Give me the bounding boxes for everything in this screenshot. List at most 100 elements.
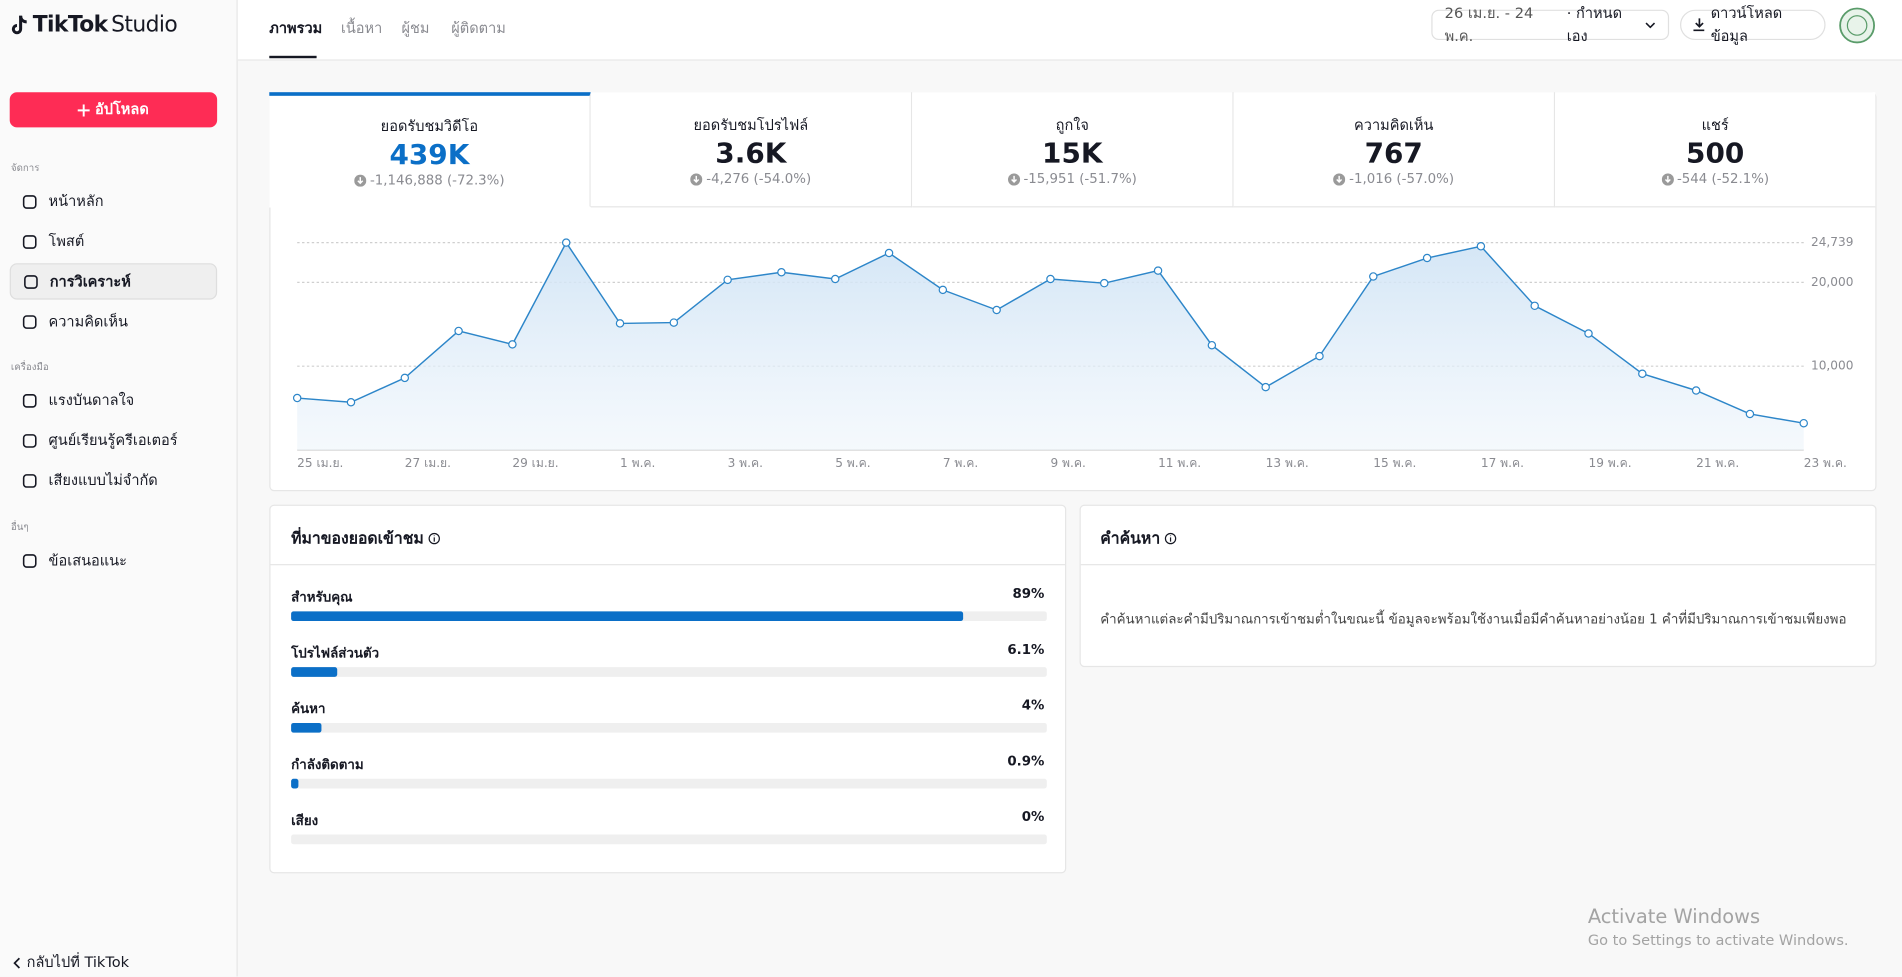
tab[interactable]: ผู้ติดตาม (451, 19, 506, 37)
nav-label: ศูนย์เรียนรู้ครีเอเตอร์ (48, 431, 178, 449)
bar (291, 778, 298, 789)
x-tick-label: 27 เม.ย. (405, 456, 451, 470)
logo-icon (11, 15, 27, 34)
nav-icon (22, 433, 37, 448)
icon-shape (22, 234, 37, 249)
x-tick-label: 9 พ.ค. (1050, 456, 1085, 470)
bar (291, 667, 338, 677)
icon-shape (357, 176, 364, 184)
metric-value: 500 (1686, 138, 1745, 170)
y-tick-label: 24,739 (1811, 235, 1853, 249)
source-value: 89% (1012, 585, 1045, 602)
nav-item[interactable]: โพสต์ (10, 223, 217, 259)
change-text: -15,951 (-51.7%) (1023, 171, 1137, 187)
metric-change: -4,276 (-54.0%) (591, 171, 911, 187)
point (777, 268, 786, 277)
point (1315, 351, 1324, 361)
down-icon (1333, 172, 1346, 185)
nav-item[interactable]: การวิเคราะห์ (9, 263, 218, 300)
tab[interactable]: ภาพรวม (269, 19, 323, 37)
x-tick-label: 5 พ.ค. (835, 456, 870, 470)
point (400, 373, 410, 383)
nav-item[interactable]: หน้าหลัก (10, 183, 217, 219)
point (938, 285, 948, 295)
point (508, 340, 517, 349)
point (830, 274, 840, 284)
metric-tab[interactable]: ยอดรับชมวิดีโอ 439K -1,146,888 (-72.3%) (269, 92, 591, 208)
point (1638, 369, 1647, 378)
traffic-card: ที่มาของยอดเข้าชม สำหรับคุณ 89% โปรไฟล์ส่ว… (269, 504, 1067, 874)
back-label: กลับไปที่ TikTok (26, 953, 130, 971)
sidebar: TikTok Studio อัปโหลด จัดการหน้าหลักโพสต์… (0, 0, 238, 977)
metric-label: ยอดรับชมวิดีโอ (380, 117, 479, 135)
tab[interactable]: ผู้ชม (401, 19, 430, 37)
metric-value: 15K (1042, 138, 1103, 170)
y-tick-label: 10,000 (1811, 359, 1853, 373)
download-icon (1693, 18, 1705, 32)
metric-tab[interactable]: ถูกใจ 15K -15,951 (-51.7%) (912, 92, 1234, 208)
metric-label: ถูกใจ (1055, 116, 1089, 134)
search-card: คำค้นหา คำค้นหาแต่ละคำมีปริมาณการเข้าชมต… (1079, 504, 1877, 668)
nav-item[interactable]: เสียงแบบไม่จำกัด (10, 462, 217, 498)
point (292, 393, 302, 403)
area (297, 242, 1804, 451)
metric-change: -1,146,888 (-72.3%) (269, 172, 589, 188)
logo[interactable]: TikTok Studio (10, 12, 178, 38)
watermark-title: Activate Windows (1587, 904, 1761, 928)
nav-icon (22, 194, 37, 209)
point (1422, 253, 1432, 263)
section-title: จัดการ (10, 162, 40, 174)
metric-label: ความคิดเห็น (1354, 116, 1434, 134)
bar-track (291, 834, 1047, 845)
traffic-title: ที่มาของยอดเข้าชม (291, 530, 424, 549)
nav-item[interactable]: ศูนย์เรียนรู้ครีเอเตอร์ (10, 422, 217, 458)
plus-icon (78, 103, 91, 116)
upload-button[interactable]: อัปโหลด (9, 92, 218, 128)
brand: TikTok (32, 12, 108, 38)
down-icon (1661, 172, 1674, 185)
icon-shape (22, 393, 37, 408)
divider (270, 564, 1066, 566)
metric-tab[interactable]: ยอดรับชมโปรไฟล์ 3.6K -4,276 (-54.0%) (590, 92, 913, 208)
point (1745, 409, 1755, 419)
date-range: 26 เม.ย. - 24 พ.ค. (1444, 4, 1534, 45)
point (1207, 340, 1217, 350)
metric-tab[interactable]: แชร์ 500 -544 (-52.1%) (1555, 92, 1876, 208)
x-tick-label: 23 พ.ค. (1804, 456, 1847, 470)
point (1153, 266, 1163, 275)
section-title: อื่นๆ (10, 521, 29, 533)
search-message: คำค้นหาแต่ละคำมีปริมาณการเข้าชมต่ำในขณะน… (1100, 611, 1847, 628)
info-icon[interactable] (1165, 532, 1177, 544)
x-tick-label: 1 พ.ค. (620, 456, 655, 470)
x-tick-label: 3 พ.ค. (728, 456, 763, 470)
avatar[interactable] (1839, 7, 1875, 44)
metric-label: ยอดรับชมโปรไฟล์ (693, 116, 809, 134)
x-tick-label: 13 พ.ค. (1266, 456, 1309, 470)
tab[interactable]: เนื้อหา (340, 19, 383, 37)
icon-shape (24, 274, 38, 289)
metric-tab[interactable]: ความคิดเห็น 767 -1,016 (-57.0%) (1233, 92, 1556, 208)
nav-label: โพสต์ (48, 232, 85, 250)
top-bar: ภาพรวม เนื้อหา ผู้ชม ผู้ติดตาม 26 เม.ย. … (237, 0, 1902, 61)
nav-label: ข้อเสนอแนะ (48, 551, 127, 569)
metric-value: 439K (389, 139, 470, 172)
change-text: -4,276 (-54.0%) (706, 171, 812, 187)
nav-item[interactable]: แรงบันดาลใจ (10, 382, 217, 418)
point (992, 305, 1001, 315)
source-value: 0.9% (1007, 753, 1045, 770)
nav-item[interactable]: ข้อเสนอแนะ (10, 542, 217, 578)
download-button[interactable]: ดาวน์โหลดข้อมูล (1680, 4, 1826, 44)
icon-shape (1664, 175, 1671, 183)
product: Studio (111, 12, 178, 38)
date-picker[interactable]: 26 เม.ย. - 24 พ.ค. · กำหนดเอง (1431, 4, 1670, 44)
search-title: คำค้นหา (1100, 530, 1161, 549)
info-icon[interactable] (429, 532, 441, 544)
icon-shape (22, 553, 37, 568)
nav-item[interactable]: ความคิดเห็น (10, 303, 217, 339)
x-tick-label: 11 พ.ค. (1158, 456, 1201, 470)
metric-value: 3.6K (715, 138, 787, 170)
x-tick-label: 21 พ.ค. (1696, 456, 1739, 470)
back-link[interactable]: กลับไปที่ TikTok (12, 951, 129, 974)
source-value: 4% (1021, 697, 1045, 714)
x-tick-label: 15 พ.ค. (1373, 456, 1416, 470)
